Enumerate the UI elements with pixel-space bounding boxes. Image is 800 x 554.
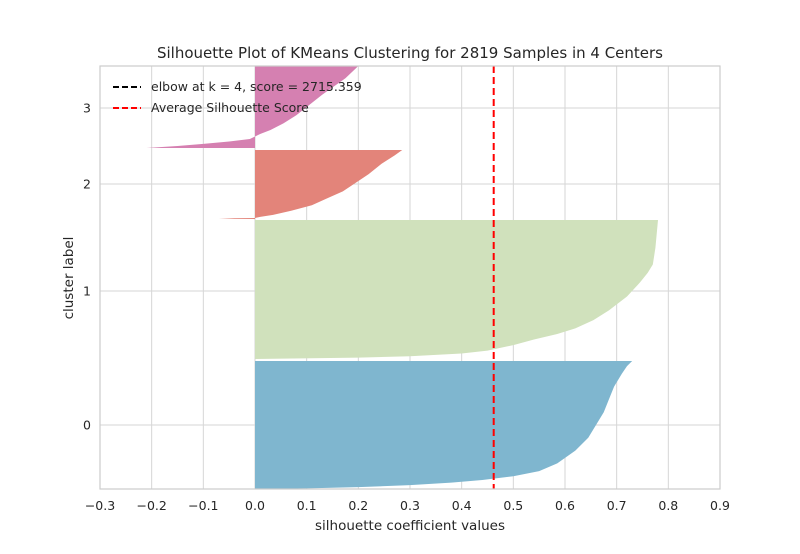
y-tick-label: 0 <box>83 418 91 433</box>
cluster-0-silhouette <box>255 361 633 489</box>
x-tick-label: −0.3 <box>85 498 115 513</box>
y-tick-labels: 0 1 2 3 <box>83 101 91 433</box>
x-tick-labels: −0.3 −0.2 −0.1 0.0 0.1 0.2 0.3 0.4 0.5 0.6 0.7 0.8 0… <box>85 498 730 513</box>
x-tick-label: −0.1 <box>188 498 218 513</box>
y-axis-label: cluster label <box>61 237 77 320</box>
x-tick-label: 0.9 <box>710 498 730 513</box>
y-tick-label: 1 <box>83 284 91 299</box>
x-tick-label: 0.8 <box>658 498 678 513</box>
cluster-areas <box>146 66 658 489</box>
cluster-2-silhouette <box>218 150 403 219</box>
x-tick-label: 0.2 <box>348 498 368 513</box>
x-tick-label: 0.1 <box>297 498 317 513</box>
legend-elbow-label: elbow at k = 4, score = 2715.359 <box>151 79 362 94</box>
legend-average-label: Average Silhouette Score <box>151 100 309 115</box>
x-tick-label: −0.2 <box>136 498 166 513</box>
cluster-3-silhouette <box>146 66 359 148</box>
legend: elbow at k = 4, score = 2715.359 Average… <box>113 79 362 115</box>
y-tick-label: 2 <box>83 177 91 192</box>
plot-frame <box>99 65 721 490</box>
x-tick-label: 0.6 <box>555 498 575 513</box>
x-tick-label: 0.0 <box>245 498 265 513</box>
y-tick-label: 3 <box>83 101 91 116</box>
cluster-1-silhouette <box>255 220 658 359</box>
x-tick-label: 0.7 <box>607 498 627 513</box>
x-axis-label: silhouette coefficient values <box>315 518 505 534</box>
chart-title: Silhouette Plot of KMeans Clustering for… <box>157 44 663 62</box>
x-tick-label: 0.4 <box>452 498 472 513</box>
x-tick-label: 0.3 <box>400 498 420 513</box>
x-tick-label: 0.5 <box>503 498 523 513</box>
